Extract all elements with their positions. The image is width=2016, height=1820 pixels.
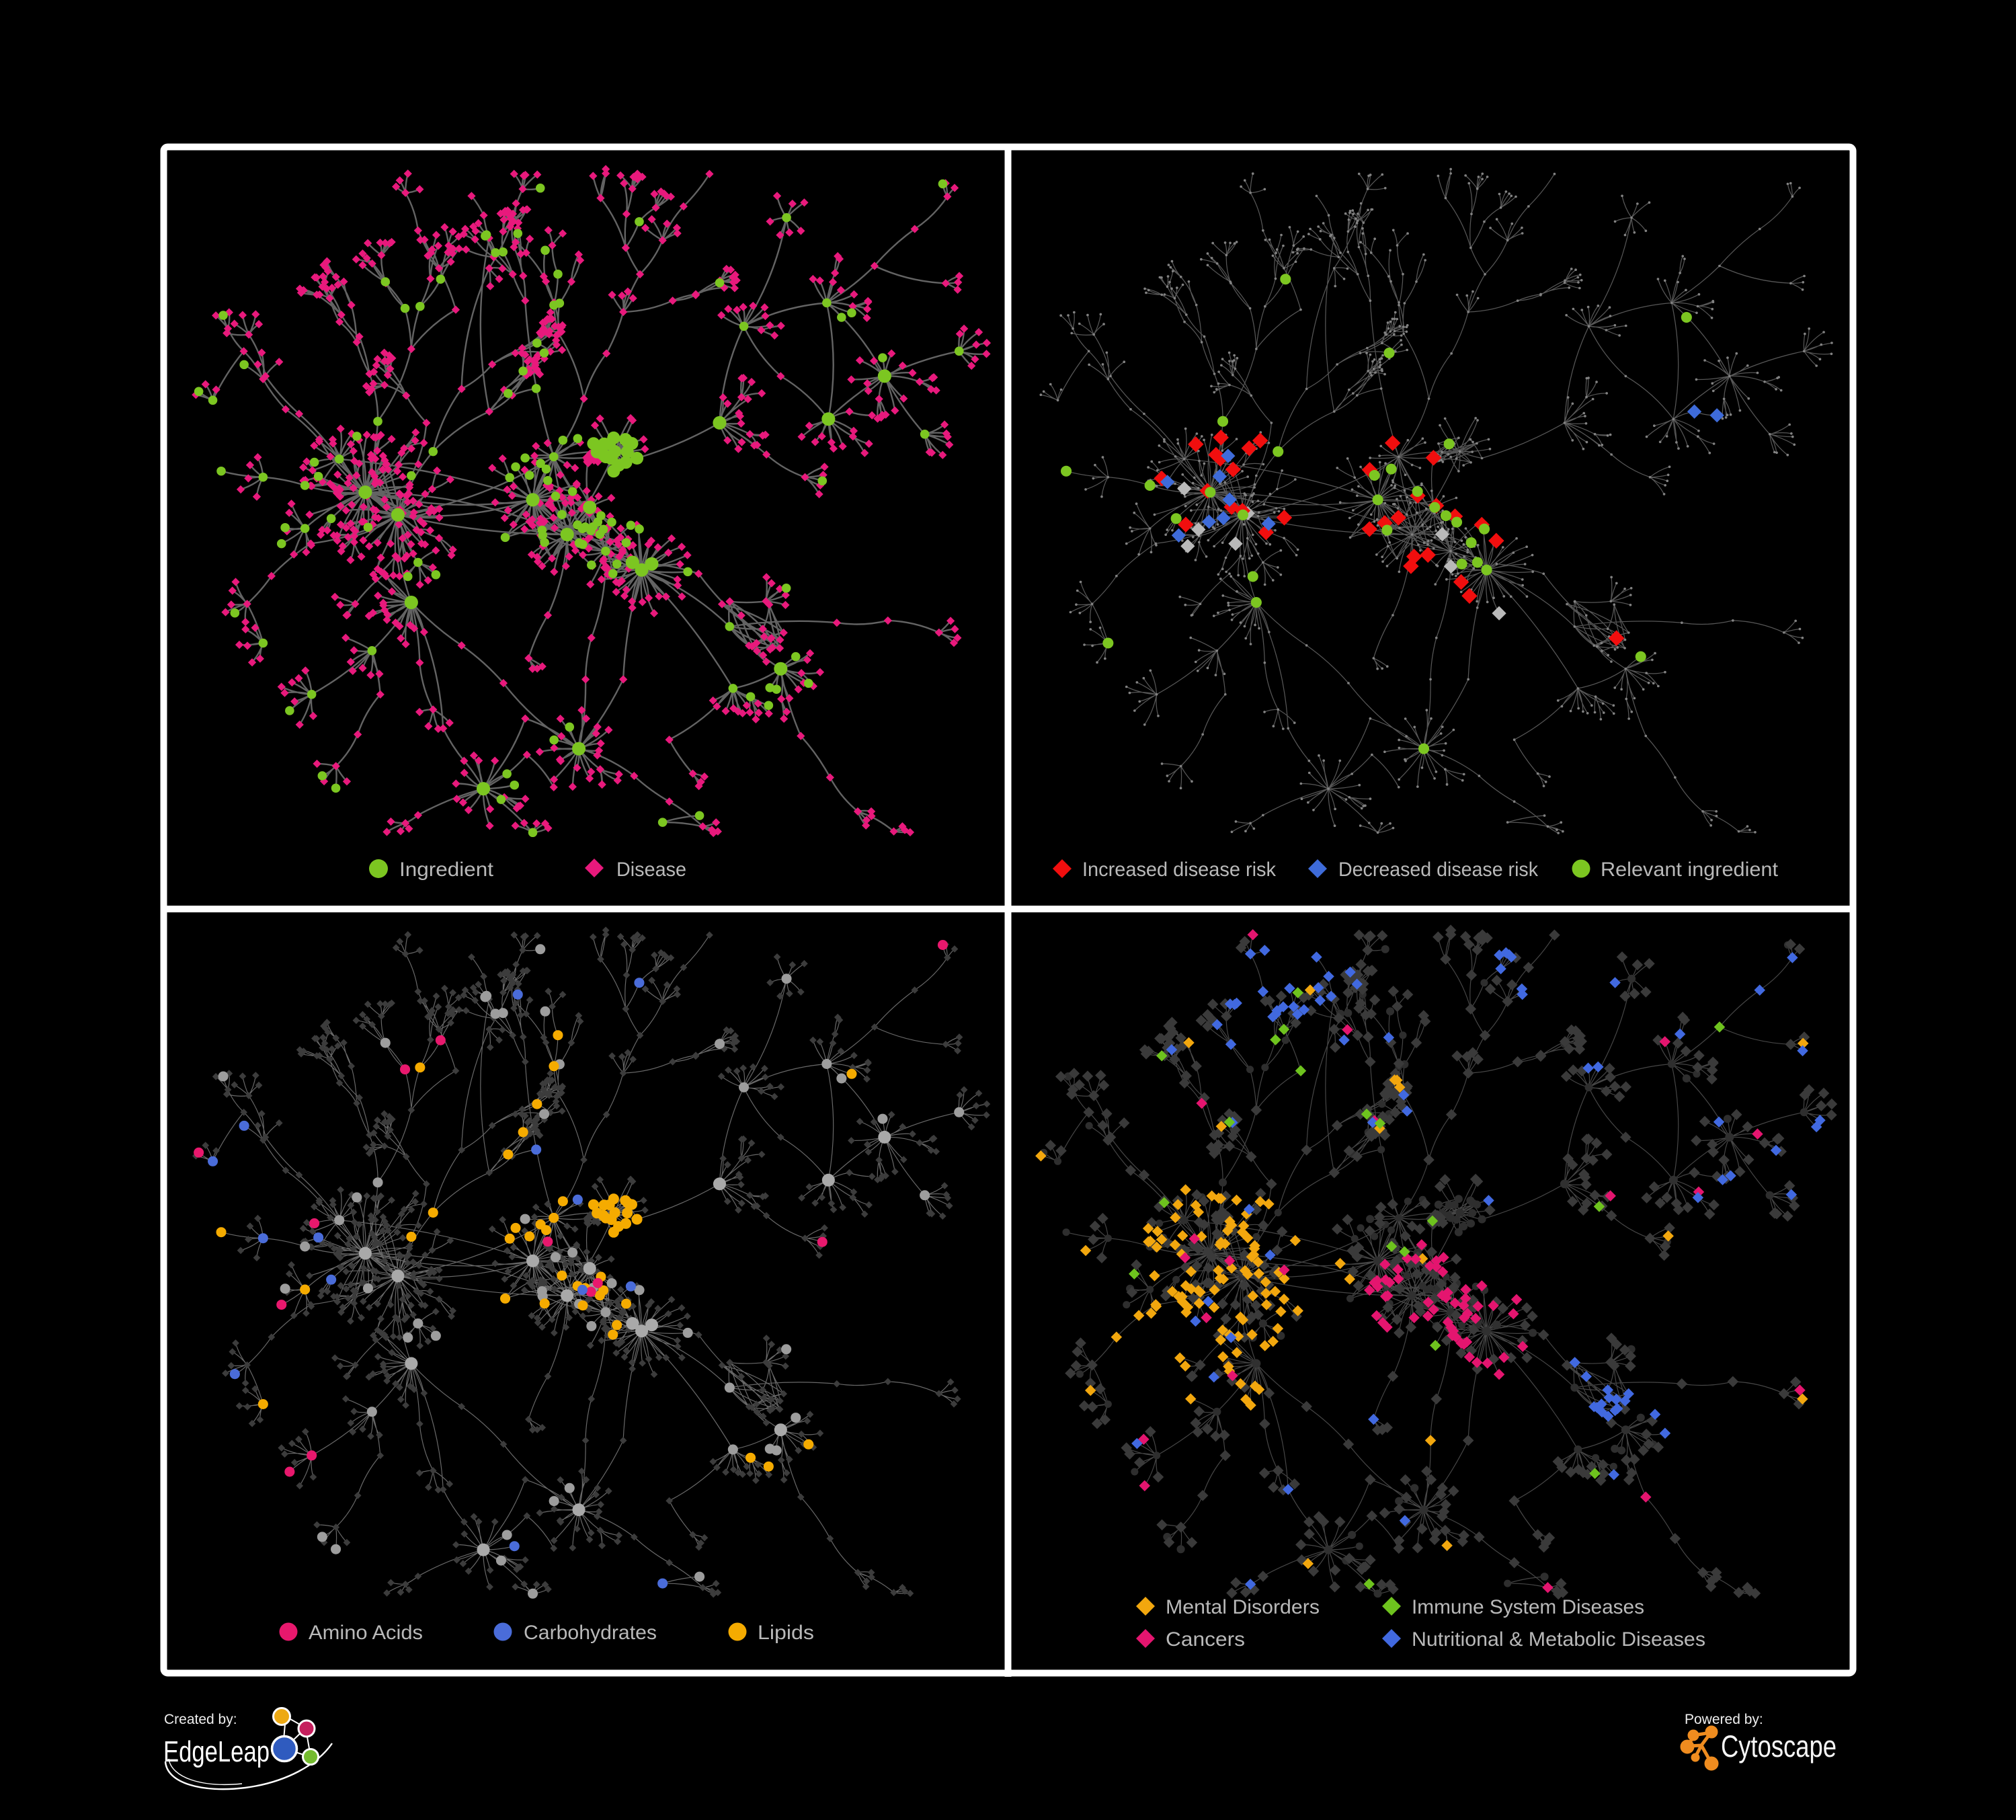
svg-text:Nutritional & Metabolic Diseas: Nutritional & Metabolic Diseases: [1412, 1628, 1705, 1651]
svg-text:Cancers: Cancers: [1166, 1628, 1245, 1651]
svg-text:Created by:: Created by:: [164, 1712, 237, 1727]
svg-text:Disease: Disease: [616, 859, 686, 881]
svg-text:EdgeLeap: EdgeLeap: [163, 1735, 270, 1768]
svg-text:Decreased disease risk: Decreased disease risk: [1338, 859, 1539, 881]
svg-text:Carbohydrates: Carbohydrates: [524, 1622, 657, 1644]
svg-text:Immune System Diseases: Immune System Diseases: [1412, 1596, 1644, 1618]
svg-text:Ingredient: Ingredient: [399, 859, 494, 881]
svg-text:Relevant ingredient: Relevant ingredient: [1601, 859, 1779, 881]
svg-text:Cytoscape: Cytoscape: [1721, 1729, 1837, 1764]
svg-text:Powered by:: Powered by:: [1685, 1712, 1763, 1727]
svg-text:Increased disease risk: Increased disease risk: [1082, 859, 1277, 881]
svg-text:Mental Disorders: Mental Disorders: [1166, 1596, 1320, 1618]
svg-text:Lipids: Lipids: [758, 1622, 814, 1644]
svg-text:Amino Acids: Amino Acids: [309, 1622, 423, 1644]
